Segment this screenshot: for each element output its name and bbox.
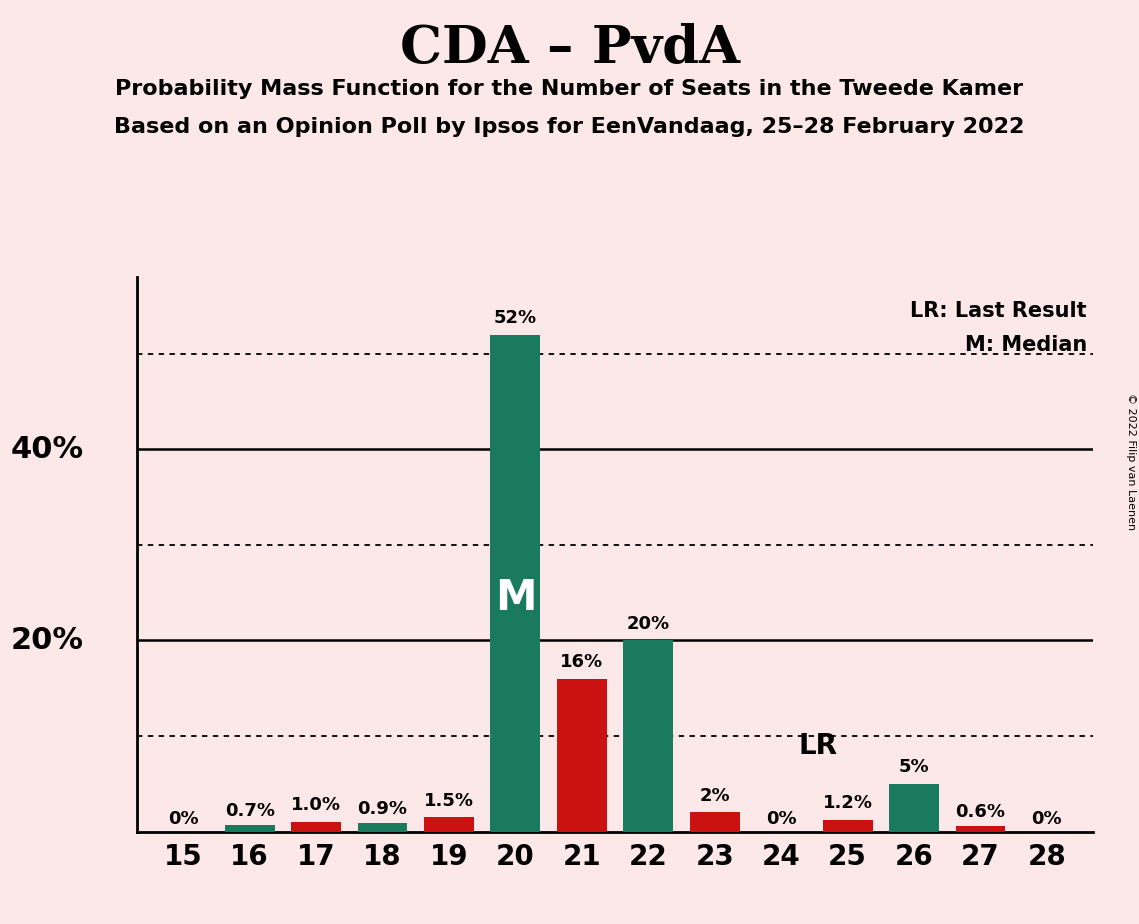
Bar [623, 640, 673, 832]
Text: M: Median: M: Median [965, 334, 1087, 355]
Bar [822, 821, 872, 832]
Bar [690, 812, 739, 832]
Bar [557, 678, 607, 832]
Bar [890, 784, 939, 832]
Bar [491, 334, 540, 832]
Text: 0.7%: 0.7% [224, 802, 274, 821]
Bar [292, 822, 341, 832]
Text: 0%: 0% [765, 809, 796, 828]
Text: M: M [494, 577, 536, 619]
Text: 0.9%: 0.9% [358, 800, 408, 819]
Text: 20%: 20% [11, 626, 84, 655]
Text: LR: LR [798, 732, 837, 760]
Bar [224, 825, 274, 832]
Text: 0.6%: 0.6% [956, 803, 1006, 821]
Text: 1.0%: 1.0% [292, 796, 341, 814]
Bar [424, 817, 474, 832]
Text: Probability Mass Function for the Number of Seats in the Tweede Kamer: Probability Mass Function for the Number… [115, 79, 1024, 99]
Text: LR: Last Result: LR: Last Result [910, 301, 1087, 322]
Bar [956, 826, 1006, 832]
Text: 20%: 20% [626, 614, 670, 633]
Text: 1.5%: 1.5% [424, 792, 474, 809]
Text: 0%: 0% [1032, 809, 1063, 828]
Text: CDA – PvdA: CDA – PvdA [400, 23, 739, 74]
Text: © 2022 Filip van Laenen: © 2022 Filip van Laenen [1126, 394, 1136, 530]
Text: Based on an Opinion Poll by Ipsos for EenVandaag, 25–28 February 2022: Based on an Opinion Poll by Ipsos for Ee… [114, 117, 1025, 138]
Text: 52%: 52% [494, 309, 536, 327]
Text: 40%: 40% [11, 435, 84, 464]
Text: 0%: 0% [167, 809, 198, 828]
Text: 5%: 5% [899, 759, 929, 776]
Text: 2%: 2% [699, 787, 730, 805]
Bar [358, 823, 408, 832]
Text: 1.2%: 1.2% [822, 795, 872, 812]
Text: 16%: 16% [560, 653, 604, 671]
